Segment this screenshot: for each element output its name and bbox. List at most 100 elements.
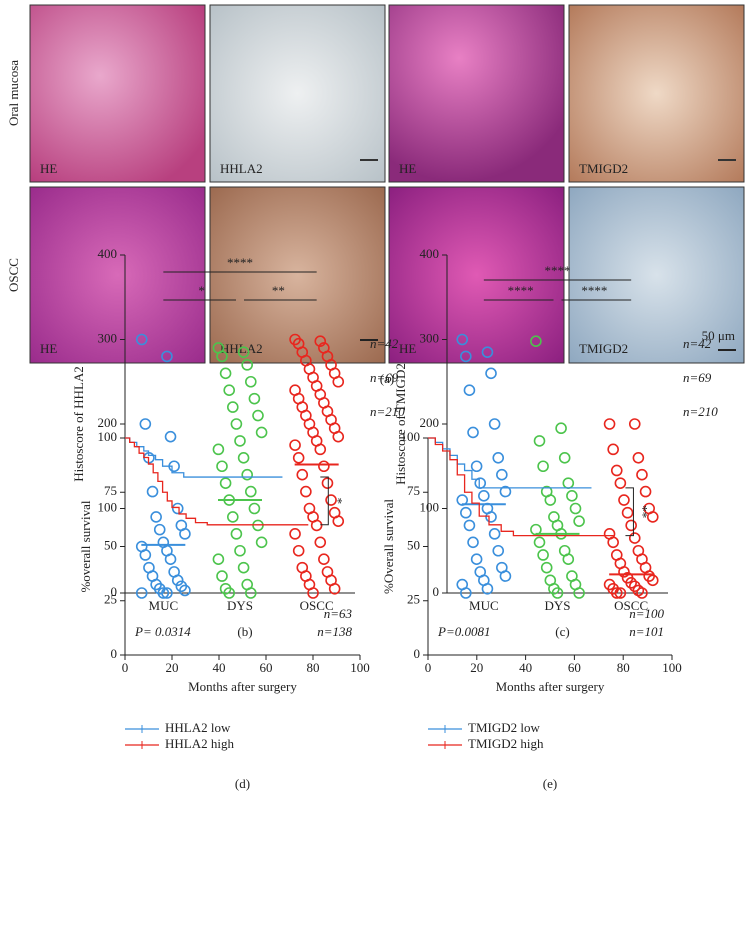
significance-label: **** <box>508 283 534 298</box>
data-point <box>150 511 162 523</box>
legend-label: HHLA2 high <box>165 736 234 751</box>
x-tick-label: DYS <box>227 598 253 613</box>
image <box>209 186 386 364</box>
n-label: n=101 <box>629 624 664 639</box>
data-point <box>607 443 619 456</box>
image-label: HE <box>40 161 57 176</box>
y-tick-label: 0 <box>414 646 421 661</box>
data-point <box>485 367 497 380</box>
significance-label: **** <box>581 283 607 298</box>
data-point <box>248 392 261 405</box>
x-tick-label: OSCC <box>300 598 334 613</box>
data-point <box>481 582 494 595</box>
caption: (e) <box>543 776 557 791</box>
data-point <box>146 485 159 498</box>
data-point <box>573 587 585 599</box>
data-point <box>603 418 616 430</box>
data-point <box>237 451 250 464</box>
data-point <box>610 587 623 599</box>
data-point <box>540 561 553 574</box>
y-tick-label: 100 <box>401 429 421 444</box>
image-label: HE <box>399 341 416 356</box>
data-point <box>216 350 228 363</box>
image-label: TMIGD2 <box>579 161 628 176</box>
image-label: HE <box>40 341 57 356</box>
data-point <box>537 549 549 561</box>
y-tick-label: 50 <box>104 537 117 552</box>
n-label: n=210 <box>370 404 405 419</box>
data-point <box>621 506 634 519</box>
data-point <box>499 570 512 582</box>
data-point <box>234 435 246 447</box>
data-point <box>636 587 648 599</box>
image <box>388 186 565 364</box>
data-point <box>289 439 301 451</box>
y-axis-label: %Overall survival <box>381 499 396 594</box>
data-point <box>139 549 152 561</box>
data-point <box>292 544 305 557</box>
data-point <box>164 553 177 566</box>
data-point <box>310 519 323 532</box>
n-label: n=138 <box>317 624 352 639</box>
data-point <box>470 460 483 473</box>
data-point <box>171 502 184 515</box>
data-point <box>325 494 337 506</box>
data-point <box>307 587 319 599</box>
data-point <box>562 553 575 566</box>
data-point <box>230 528 243 540</box>
data-point <box>481 346 494 358</box>
x-tick-label: 80 <box>307 660 320 675</box>
data-point <box>530 335 542 347</box>
data-point <box>488 418 501 430</box>
data-point <box>636 468 648 481</box>
data-point <box>318 553 330 566</box>
data-point <box>296 468 309 481</box>
data-point <box>607 536 619 549</box>
data-point <box>478 490 490 502</box>
data-point <box>485 511 497 523</box>
data-point <box>300 485 312 498</box>
significance-label: * <box>198 283 205 298</box>
data-point <box>255 536 268 549</box>
n-label: n=210 <box>683 404 718 419</box>
data-point <box>610 464 623 477</box>
data-point <box>135 587 148 599</box>
image <box>568 4 745 183</box>
data-point <box>171 574 184 587</box>
panel-a: Oral mucosa OSCC 50 μm (a) <box>6 4 745 386</box>
data-point <box>467 426 479 439</box>
image-label: HE <box>399 161 416 176</box>
data-point <box>314 443 327 456</box>
data-point <box>646 511 659 523</box>
data-point <box>460 350 472 363</box>
data-point <box>161 587 173 599</box>
data-point <box>212 553 225 566</box>
y-tick-label: 0 <box>111 646 118 661</box>
data-point <box>223 587 235 599</box>
data-point <box>241 468 253 481</box>
significance-label: **** <box>545 263 571 278</box>
n-label: n=63 <box>324 606 353 621</box>
x-tick-label: 100 <box>662 660 682 675</box>
data-point <box>555 422 567 435</box>
y-tick-label: 75 <box>407 483 420 498</box>
x-tick-label: 20 <box>166 660 179 675</box>
data-point <box>179 584 191 597</box>
x-axis-label: Months after surgery <box>496 679 605 694</box>
data-point <box>157 587 170 599</box>
p-value: P= 0.0314 <box>134 624 191 639</box>
x-tick-label: 60 <box>568 660 581 675</box>
data-point <box>216 570 228 582</box>
data-point <box>314 536 327 549</box>
data-point <box>318 460 330 473</box>
data-point <box>237 561 250 574</box>
data-point <box>234 544 246 557</box>
row-label: Oral mucosa <box>6 60 21 126</box>
y-tick-label: 100 <box>98 499 118 514</box>
data-point <box>488 528 501 540</box>
p-value: P=0.0081 <box>437 624 490 639</box>
survival-curve <box>428 437 614 537</box>
data-point <box>614 477 627 489</box>
y-axis-label: Histoscore of TMIGD2 <box>393 363 408 485</box>
